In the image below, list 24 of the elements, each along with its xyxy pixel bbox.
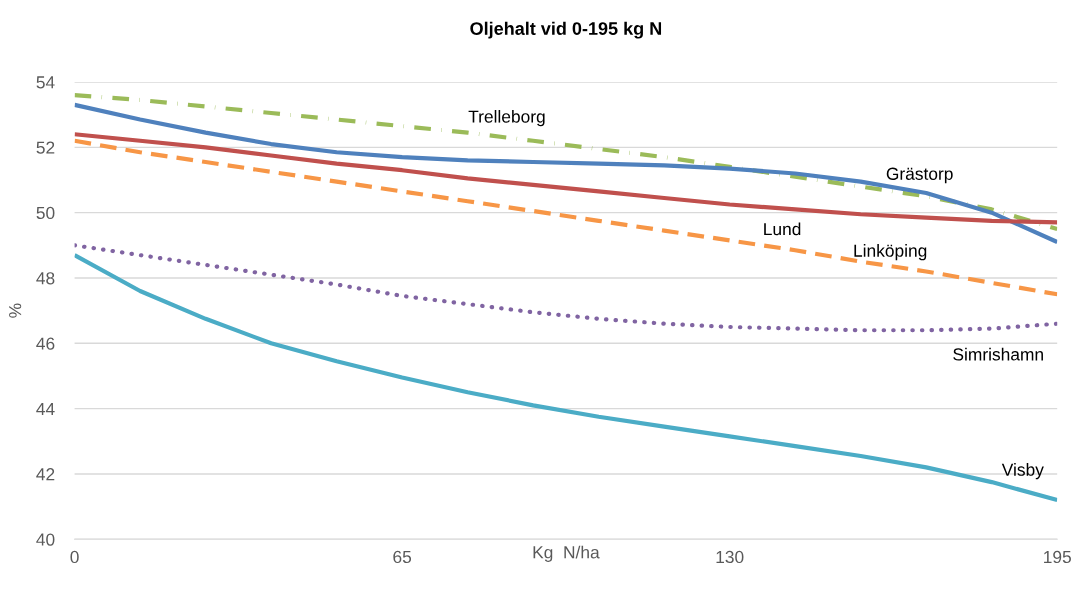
series-label: Grästorp — [886, 167, 953, 184]
line-series — [74, 138, 1058, 297]
x-tick-label: 195 — [1044, 550, 1071, 564]
y-tick-label: 50 — [36, 206, 55, 220]
series-label: Linköping — [854, 244, 927, 261]
line-series — [74, 102, 1058, 245]
x-tick-label: 0 — [70, 550, 79, 564]
y-tick-label: 48 — [36, 272, 55, 285]
y-tick-label: 52 — [36, 141, 55, 154]
y-axis-title: % — [9, 303, 22, 318]
x-tick-label: 130 — [716, 550, 744, 564]
y-tick-label: 42 — [36, 468, 55, 481]
x-axis-title: Kg N/ha — [533, 545, 600, 562]
x-tick-label: 65 — [393, 550, 412, 564]
y-tick-label: 46 — [36, 337, 55, 350]
chart-title: Oljehalt vid 0-195 kg N — [470, 21, 662, 39]
series-label: Lund — [764, 222, 801, 236]
series-label: Trelleborg — [468, 110, 545, 127]
series-label: Visby — [1001, 463, 1044, 480]
line-series — [74, 243, 1058, 333]
y-tick-label: 40 — [36, 533, 55, 546]
y-tick-label: 54 — [36, 76, 55, 89]
y-tick-label: 44 — [36, 402, 55, 415]
series-label: Simrishamn — [953, 347, 1043, 361]
